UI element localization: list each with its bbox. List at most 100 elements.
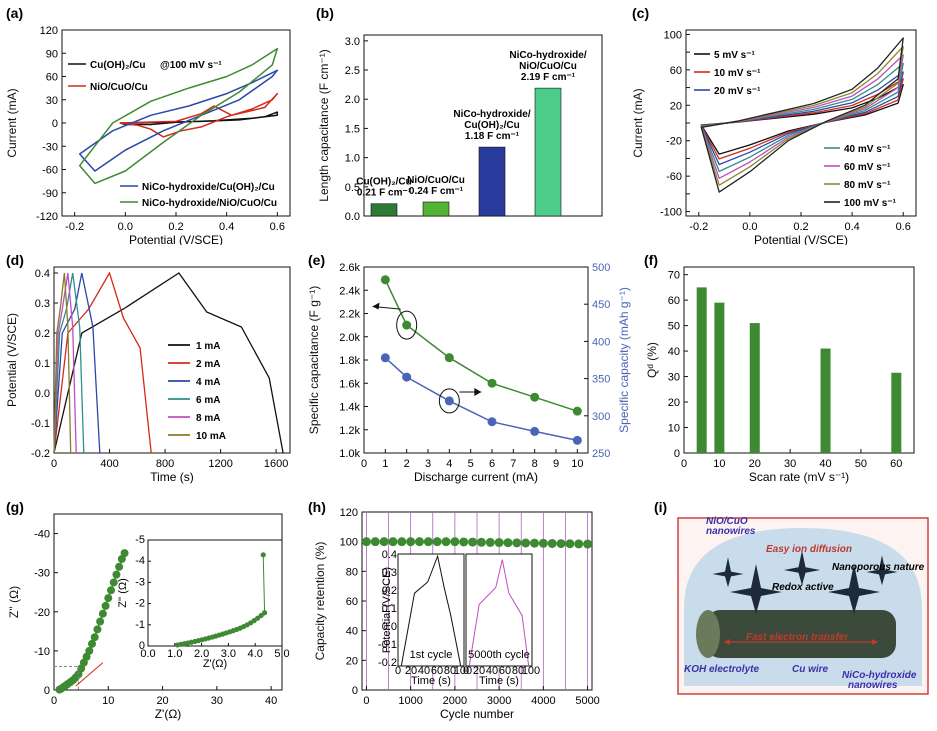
cv-curve (119, 111, 279, 126)
nanowire-star (730, 564, 782, 614)
legend-label: 60 mV s⁻¹ (844, 162, 891, 173)
x-tick-label: 8 (532, 458, 538, 470)
inset-x-tick-label: 3.0 (221, 648, 236, 660)
y-tick-label: -20 (34, 607, 50, 619)
bar (534, 87, 562, 217)
data-point (88, 639, 96, 648)
x-axis-title: Scan rate (mV s⁻¹) (749, 470, 849, 484)
inset-caption: 1st cycle (410, 649, 453, 661)
bar (478, 146, 506, 217)
bar (749, 323, 760, 453)
bar-label: 2.19 F cm⁻¹ (521, 72, 576, 83)
y-tick-label: 100 (340, 537, 358, 549)
y-tick-label: 20 (670, 100, 682, 112)
plot-area: 2.6k 2.4k 2.2k 2.0k 1.8k 1.6k 1.4k 1.2k 1.0k 500 4… (307, 262, 631, 484)
data-point (444, 353, 454, 363)
inset-y-tick-label: -4 (135, 555, 145, 567)
x-tick-label: 400 (100, 458, 118, 470)
panel-label: (c) (632, 5, 649, 21)
y-tick-label: 0.0 (345, 211, 360, 223)
y2-tick-label: 250 (592, 448, 610, 460)
bar-label: NiCo-hydroxide/ (453, 109, 530, 120)
data-point (494, 538, 504, 548)
x-tick-label: 0 (51, 458, 57, 470)
y-tick-label: 120 (40, 25, 58, 37)
y-tick-label: 0 (352, 685, 358, 697)
panel-label: (g) (6, 499, 24, 515)
inset-x-tick-label: 0 (463, 665, 469, 677)
y-tick-label: 1.8k (339, 355, 360, 367)
data-point (397, 537, 407, 547)
data-point (450, 537, 460, 547)
inset-y-tick-label: -5 (135, 534, 145, 546)
y-tick-label: -40 (34, 529, 50, 541)
inset-y-tick-label: -1 (135, 619, 145, 631)
nanowire-star (712, 557, 744, 588)
data-point (380, 275, 390, 285)
plot-area: 0.4 0.3 0.2 0.1 0.0 -0.1 -0.20 400 800 1200 1600 Ti… (5, 266, 291, 484)
y-tick-label: 0.4 (35, 268, 50, 280)
plot-area: -40-30-20-1000 10 20 30 40Z'(Ω)Z'' (Ω)-5-4-3… (7, 513, 290, 721)
x-axis-title: Potential (V/SCE) (754, 233, 848, 245)
x-tick-label: 30 (784, 458, 796, 470)
data-point (380, 353, 390, 363)
y-tick-label: 2.0 (345, 94, 360, 106)
inset-x-tick-label: 80 (512, 665, 524, 677)
y-tick-label: -0.1 (31, 418, 50, 430)
y-tick-label: -120 (36, 211, 58, 223)
inset-x-tick-label: 100 (454, 665, 472, 677)
inset-y-tick-label: -2 (135, 598, 145, 610)
panel-label: (d) (6, 252, 24, 268)
arrowhead (474, 387, 482, 396)
y-tick-label: 60 (670, 65, 682, 77)
y-axis-title: Potential (V/SCE) (5, 313, 19, 407)
inset-y-tick-label: -3 (135, 576, 145, 588)
x-tick-label: 0.2 (793, 221, 808, 233)
y-tick-label: -60 (42, 165, 58, 177)
cu-wire-body (706, 610, 896, 658)
y-tick-label: 40 (668, 346, 680, 358)
x-tick-label: 3000 (487, 695, 511, 707)
y-tick-label: 0.3 (35, 298, 50, 310)
y-tick-label: 80 (346, 566, 358, 578)
y-tick-label: 0.1 (35, 358, 50, 370)
label-redox: Redox active (772, 582, 834, 593)
data-point (107, 586, 115, 595)
legend-label: 6 mA (196, 395, 220, 406)
x-tick-label: 1000 (398, 695, 422, 707)
x-tick-label: 2000 (443, 695, 467, 707)
bar (422, 201, 450, 217)
data-point (530, 538, 539, 548)
data-point (487, 417, 497, 427)
label-ion-diffusion: Easy ion diffusion (766, 544, 852, 555)
y-tick-label: 1.6k (339, 378, 360, 390)
x-tick-label: 4 (446, 458, 452, 470)
data-point (120, 549, 129, 558)
y-tick-label: 2.5 (345, 65, 360, 77)
y-tick-label: 50 (668, 321, 680, 333)
y-tick-label: 0.2 (35, 328, 50, 340)
x-tick-label: 10 (571, 458, 583, 470)
panel-e: (e) 2.6k 2.4k 2.2k 2.0k 1.8k 1.6k 1.4k 1.2k 1.0k… (307, 252, 631, 484)
data-point (104, 594, 113, 603)
x-tick-label: 6 (489, 458, 495, 470)
y-tick-label: 20 (668, 397, 680, 409)
cv-curve (78, 47, 279, 185)
x-tick-label: 10 (713, 458, 725, 470)
y-tick-label: -0.2 (31, 448, 50, 460)
data-point (109, 578, 118, 587)
y-tick-label: -30 (42, 141, 58, 153)
bar (696, 287, 707, 453)
data-point (530, 426, 540, 436)
inset-x-tick-label: 100 (522, 665, 540, 677)
x-tick-label: 800 (156, 458, 174, 470)
panel-f: (f) 70 60 50 40 30 20 10 00 10 20 30 40 50 60 Scan rat… (644, 252, 915, 484)
y-tick-label: 2.6k (339, 262, 360, 274)
y-tick-label: 1.2k (339, 425, 360, 437)
legend-label: 20 mV s⁻¹ (714, 86, 761, 97)
y-tick-label: 30 (668, 372, 680, 384)
legend-label: 100 mV s⁻¹ (844, 198, 897, 209)
x-tick-label: 20 (749, 458, 761, 470)
legend-label: 10 mV s⁻¹ (714, 68, 761, 79)
